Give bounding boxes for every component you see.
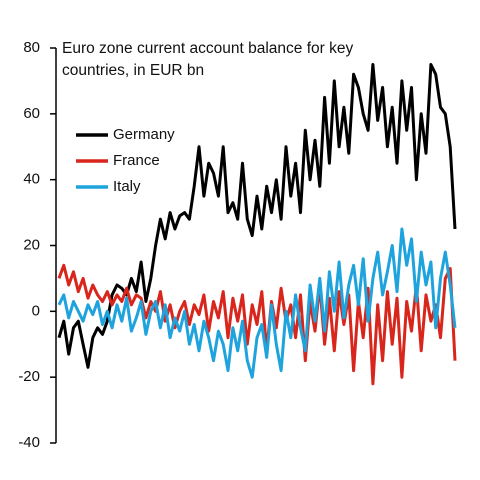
legend-label: Germany <box>113 126 175 143</box>
series-line <box>57 227 457 379</box>
y-tick-label: 40 <box>23 171 40 188</box>
chart-title: Euro zone current account balance for ke… <box>62 40 354 79</box>
y-tick-label: 60 <box>23 105 40 122</box>
y-tick-label: -20 <box>18 368 40 385</box>
legend-label: France <box>113 152 160 169</box>
y-tick-label: 20 <box>23 236 40 253</box>
y-tick-label: -40 <box>18 434 40 451</box>
y-tick-label: 80 <box>23 39 40 56</box>
series-line <box>57 263 457 386</box>
y-tick-label: 0 <box>32 302 40 319</box>
legend-label: Italy <box>113 178 141 195</box>
